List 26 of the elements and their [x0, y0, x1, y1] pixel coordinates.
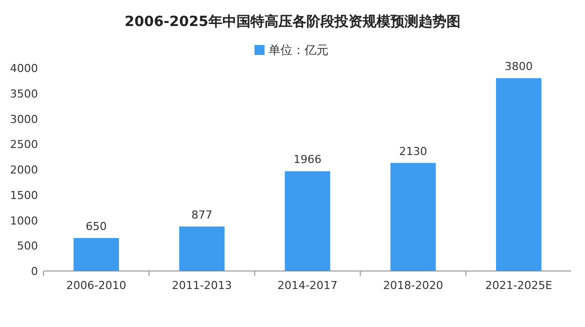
- x-tick-label: 2018-2020: [383, 279, 444, 292]
- bar: [74, 238, 119, 271]
- bar: [390, 162, 436, 271]
- y-tick-label: 500: [17, 240, 38, 253]
- y-tick-label: 3500: [10, 87, 38, 100]
- data-label: 650: [86, 220, 107, 234]
- data-label: 3800: [504, 60, 533, 74]
- x-tick-label: 2021-2025E: [485, 279, 552, 292]
- bar: [496, 78, 542, 271]
- bar: [284, 171, 330, 271]
- y-tick-label: 2500: [10, 138, 38, 152]
- x-tick-label: 2014-2017: [278, 279, 338, 292]
- y-tick-label: 3000: [10, 112, 38, 126]
- data-label: 2130: [399, 144, 428, 158]
- chart-title: 2006-2025年中国特高压各阶段投资规模预测趋势图: [124, 13, 460, 30]
- data-label: 1966: [294, 153, 322, 166]
- data-label: 877: [191, 208, 212, 222]
- y-tick-label: 1000: [10, 214, 38, 228]
- legend-label: 单位：亿元: [268, 43, 328, 57]
- y-tick-label: 0: [31, 265, 38, 278]
- y-tick-label: 4000: [10, 62, 38, 75]
- bar: [179, 226, 225, 271]
- y-tick-label: 1500: [10, 188, 38, 202]
- x-tick-label: 2006-2010: [66, 279, 126, 292]
- y-tick-label: 2000: [10, 164, 38, 176]
- x-tick-label: 2011-2013: [172, 279, 232, 292]
